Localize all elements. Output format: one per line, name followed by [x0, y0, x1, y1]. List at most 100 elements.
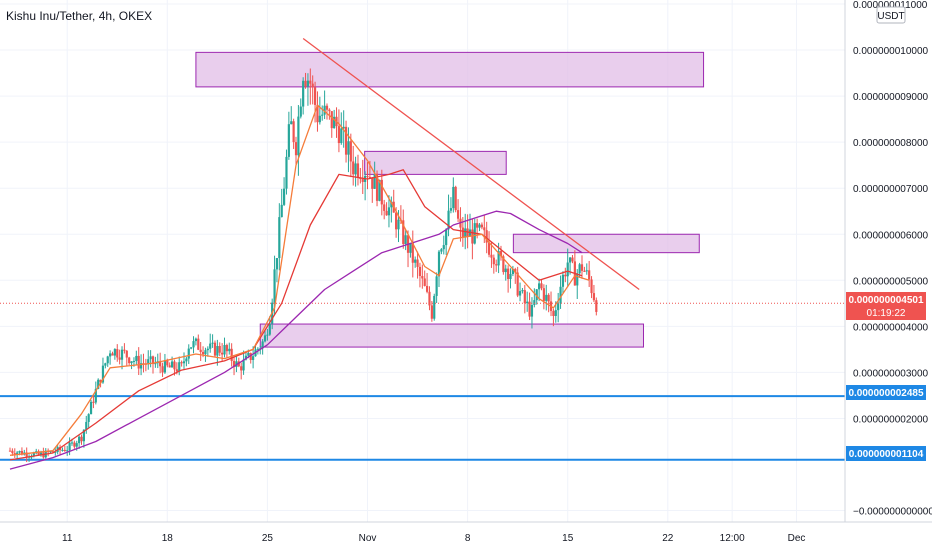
trendline[interactable]: [302, 38, 640, 291]
candle-body: [178, 362, 181, 372]
candle-body: [588, 270, 591, 280]
candle-body: [383, 204, 386, 211]
candle-body: [330, 111, 333, 129]
candle-body: [378, 179, 381, 201]
level-lower-badge: [846, 446, 926, 461]
candle-body: [449, 208, 453, 211]
candle-body: [94, 388, 97, 403]
candle-body: [49, 451, 52, 453]
zone-box[interactable]: [512, 233, 700, 254]
candle-body: [268, 323, 271, 335]
candle-body: [101, 365, 105, 383]
candle-body: [554, 310, 557, 316]
candle-body: [63, 449, 66, 452]
candle-body: [166, 360, 169, 366]
candle-body: [70, 442, 74, 444]
level-lower-value: 0.000000001104: [849, 449, 924, 460]
candle-body: [535, 289, 538, 301]
candle-body: [371, 177, 374, 189]
candle-body: [516, 272, 519, 296]
level-upper-badge: [846, 385, 926, 400]
currency-badge[interactable]: USDT: [876, 6, 906, 24]
candle-body: [518, 291, 522, 296]
candle-body: [390, 201, 393, 208]
price-axis[interactable]: 0.000000011000 0.000000010000 0.0000000090…: [844, 0, 932, 522]
candle-body: [485, 230, 488, 243]
candle-body: [154, 363, 157, 365]
candle-body: [368, 176, 371, 178]
current-price-badge: [846, 292, 926, 320]
horizontal-levels[interactable]: [0, 395, 845, 461]
bar-countdown: 01:19:22: [867, 308, 906, 319]
price-tick-label: 0.000000007000: [853, 184, 929, 195]
candle-body: [194, 338, 198, 342]
candle-body: [68, 442, 71, 451]
candle-body: [78, 436, 81, 444]
candle-body: [366, 175, 369, 177]
candle-body: [497, 251, 500, 266]
candle-body: [428, 291, 431, 306]
candle-body: [261, 341, 264, 349]
candle-body: [528, 301, 531, 317]
candle-body: [356, 163, 360, 179]
candle-body: [221, 352, 224, 355]
candle-body: [414, 259, 417, 263]
candle-body: [87, 414, 90, 422]
candle-body: [435, 276, 438, 296]
candle-body: [80, 436, 83, 442]
candle-body: [199, 349, 202, 352]
price-badges: 0.000000004501 01:19:22 0.000000002485 0…: [846, 292, 926, 461]
zone-box[interactable]: [195, 51, 705, 88]
zone-box[interactable]: [259, 323, 644, 348]
candle-body: [571, 257, 574, 262]
candle-body: [590, 279, 593, 294]
candle-body: [402, 220, 405, 244]
candle-body: [201, 351, 205, 355]
candle-body: [175, 369, 178, 372]
candle-body: [557, 303, 560, 311]
candle-body: [409, 242, 412, 253]
price-tick-label: 0.000000002000: [853, 414, 929, 425]
candle-body: [542, 288, 545, 301]
candle-body: [247, 353, 250, 356]
candle-body: [325, 105, 329, 110]
current-price-value: 0.000000004501: [848, 295, 924, 306]
candle-body: [180, 362, 183, 364]
time-axis[interactable]: 11 18 25 Nov 8 15 22 12:00 Dec: [0, 521, 932, 544]
support-resistance-zones: [195, 51, 705, 348]
candle-body: [578, 264, 581, 274]
candle-body: [109, 353, 112, 357]
candle-body: [173, 361, 176, 370]
candle-body: [313, 87, 317, 105]
candle-body: [256, 348, 259, 350]
candle-body: [75, 443, 78, 447]
candle-body: [280, 204, 283, 218]
candle-body: [106, 356, 109, 364]
candle-body: [476, 223, 479, 228]
candle-body: [566, 262, 569, 277]
candle-body: [128, 357, 131, 364]
candle-body: [85, 421, 88, 430]
zone-box[interactable]: [364, 150, 507, 175]
candle-body: [442, 245, 445, 250]
candle-body: [168, 365, 171, 368]
candle-body: [352, 161, 355, 175]
candle-body: [576, 273, 579, 286]
candle-body: [354, 163, 357, 175]
candle-body: [297, 116, 300, 156]
candle-body: [595, 300, 598, 312]
candle-body: [204, 350, 207, 355]
candle-body: [54, 451, 57, 453]
candle-body: [397, 219, 400, 230]
level-upper-value: 0.000000002485: [848, 388, 924, 399]
candle-body: [39, 452, 43, 455]
candle-body: [380, 179, 383, 205]
trendline-segment[interactable]: [302, 38, 640, 291]
candle-body: [456, 210, 460, 219]
candle-body: [147, 359, 150, 365]
candle-body: [564, 274, 567, 277]
candle-body: [292, 121, 295, 143]
candle-body: [11, 450, 14, 454]
